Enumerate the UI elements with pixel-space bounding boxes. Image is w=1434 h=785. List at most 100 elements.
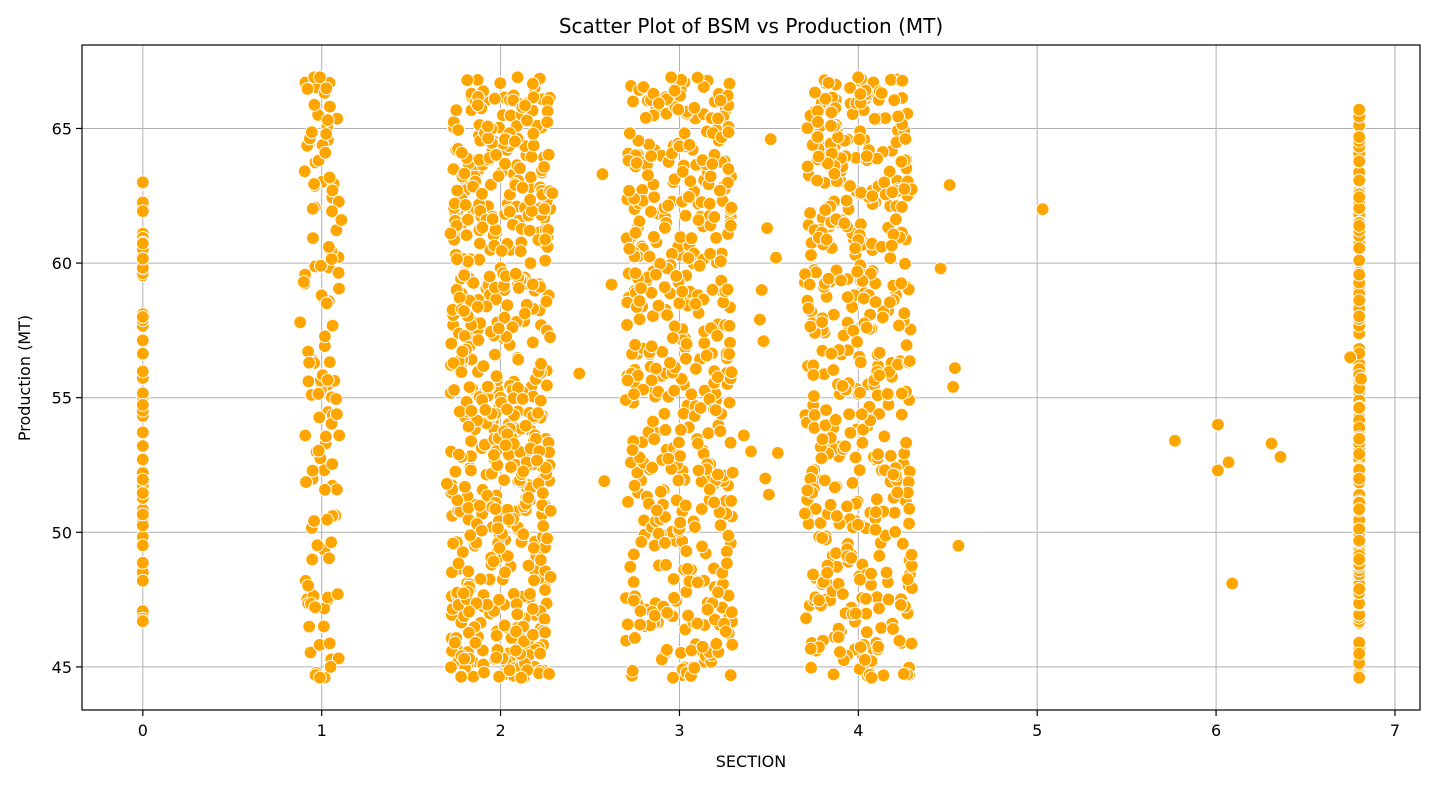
- data-point: [1352, 582, 1367, 596]
- data-point: [840, 499, 854, 514]
- data-point: [475, 220, 490, 235]
- data-point: [874, 86, 889, 101]
- data-point: [851, 517, 865, 532]
- data-point: [488, 91, 502, 106]
- data-point: [673, 423, 688, 437]
- data-point: [545, 186, 560, 201]
- data-point: [533, 553, 548, 567]
- data-point: [946, 380, 960, 394]
- data-point: [458, 198, 473, 212]
- data-point: [853, 572, 867, 587]
- data-point: [135, 236, 150, 251]
- data-point: [677, 126, 692, 141]
- data-point: [897, 306, 912, 321]
- data-point: [487, 448, 501, 462]
- data-point: [628, 631, 642, 645]
- data-point: [713, 183, 727, 198]
- data-point: [444, 660, 458, 675]
- data-point: [708, 403, 723, 418]
- data-point: [758, 471, 773, 486]
- data-point: [1343, 350, 1358, 365]
- data-point: [647, 608, 662, 623]
- data-point: [485, 212, 500, 227]
- data-point: [647, 230, 661, 244]
- data-point: [461, 419, 476, 434]
- data-point: [661, 198, 675, 213]
- data-point: [645, 460, 660, 475]
- data-point: [852, 463, 867, 478]
- data-point: [135, 175, 150, 190]
- data-point: [644, 373, 659, 388]
- x-tick-label: 6: [1211, 721, 1221, 740]
- data-point: [900, 572, 915, 587]
- data-point: [521, 558, 536, 573]
- data-point: [302, 355, 317, 370]
- y-axis-label: Production (MT): [15, 315, 34, 441]
- data-point: [319, 296, 334, 311]
- data-point: [859, 320, 874, 335]
- data-point: [634, 281, 648, 296]
- data-point: [1352, 471, 1367, 486]
- data-point: [864, 566, 878, 581]
- data-point: [658, 423, 673, 437]
- data-point: [135, 555, 150, 570]
- data-point: [703, 246, 717, 261]
- data-point: [630, 465, 645, 480]
- data-point: [1354, 371, 1368, 386]
- data-point: [884, 72, 898, 87]
- data-point: [454, 365, 469, 380]
- data-point: [722, 347, 737, 361]
- data-point: [684, 387, 699, 402]
- data-point: [644, 204, 658, 219]
- data-point: [454, 669, 469, 684]
- data-point: [331, 194, 346, 209]
- data-point: [319, 127, 334, 141]
- data-point: [504, 460, 518, 475]
- data-point: [1352, 267, 1367, 282]
- data-point: [1352, 502, 1367, 517]
- data-point: [472, 498, 487, 513]
- data-point: [933, 261, 948, 276]
- data-point: [754, 283, 769, 297]
- data-point: [543, 330, 557, 345]
- data-point: [492, 541, 507, 555]
- data-point: [646, 414, 660, 429]
- data-point: [1211, 417, 1225, 432]
- data-point: [500, 402, 514, 417]
- data-point: [702, 196, 717, 211]
- data-point: [844, 551, 859, 565]
- data-point: [516, 464, 531, 479]
- data-point: [491, 169, 506, 184]
- data-point: [638, 110, 653, 125]
- data-point: [713, 424, 728, 439]
- data-point: [457, 268, 472, 283]
- data-point: [672, 296, 687, 311]
- data-point: [801, 301, 816, 316]
- data-point: [658, 221, 672, 235]
- data-point: [679, 351, 693, 366]
- data-point: [135, 364, 150, 379]
- data-point: [489, 650, 504, 665]
- data-point: [625, 443, 640, 457]
- data-point: [523, 256, 538, 271]
- data-point: [667, 383, 682, 398]
- data-point: [457, 651, 472, 666]
- data-point: [882, 164, 897, 179]
- data-point: [848, 450, 863, 465]
- data-point: [843, 80, 857, 95]
- data-point: [688, 520, 702, 534]
- data-point: [669, 269, 684, 283]
- data-point: [634, 535, 649, 549]
- data-point: [654, 484, 668, 499]
- data-point: [481, 131, 496, 146]
- x-axis-ticks: 0 1 2 3 4 5 6 7: [138, 710, 1400, 740]
- data-point: [815, 531, 829, 545]
- data-point: [500, 298, 515, 313]
- data-point: [690, 70, 705, 85]
- data-point: [626, 547, 641, 562]
- data-point: [843, 179, 857, 193]
- data-point: [1352, 309, 1367, 324]
- data-point: [803, 641, 818, 656]
- data-point: [874, 621, 889, 635]
- data-point: [806, 567, 820, 582]
